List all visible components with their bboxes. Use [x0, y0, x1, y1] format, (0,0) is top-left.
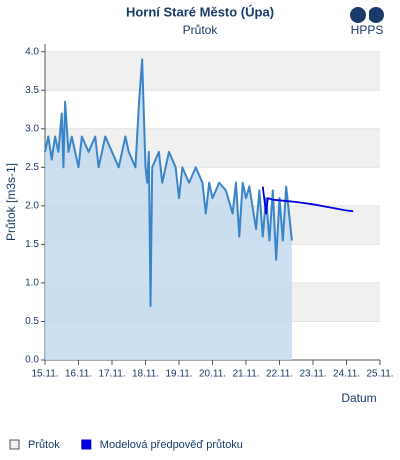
y-tick-label: 3.5 [25, 85, 39, 96]
x-tick-label: 17.11. [98, 369, 125, 380]
x-tick-label: 15.11. [31, 369, 58, 380]
x-tick-label: 18.11. [132, 369, 159, 380]
chart-subtitle: Průtok [183, 23, 219, 37]
logo-dot [350, 7, 366, 23]
y-tick-label: 1.5 [25, 239, 39, 250]
x-tick-label: 22.11. [266, 369, 293, 380]
x-tick-label: 23.11. [299, 369, 326, 380]
logo: HPPS [350, 6, 384, 37]
y-tick-label: 4.0 [25, 46, 39, 57]
y-tick-label: 2.5 [25, 162, 39, 173]
legend-label: Modelová předpověď průtoku [100, 439, 243, 451]
logo-text: HPPS [351, 23, 384, 37]
x-tick-label: 24.11. [333, 369, 360, 380]
line [44, 58, 293, 308]
x-tick-label: 21.11. [232, 369, 259, 380]
grid-band [45, 51, 380, 91]
y-tick-label: 3.0 [25, 123, 39, 134]
logo-dot [368, 7, 384, 23]
line [261, 186, 354, 215]
y-tick-label: 1.0 [25, 278, 39, 289]
x-tick-label: 19.11. [165, 369, 192, 380]
x-axis-label: Datum [341, 391, 376, 405]
legend-swatch [9, 439, 20, 450]
legend-label: Průtok [28, 439, 60, 451]
y-tick-label: 0.5 [25, 316, 39, 327]
y-tick-label: 0.0 [25, 355, 39, 366]
x-tick-label: 16.11. [65, 369, 92, 380]
y-tick-label: 2.0 [25, 200, 39, 211]
y-axis-label: Průtok [m3s-1] [4, 163, 18, 241]
x-tick-label: 20.11. [199, 369, 226, 380]
legend-swatch [81, 439, 92, 450]
logo-gap [366, 6, 369, 24]
area [45, 59, 292, 360]
x-tick-label: 25.11. [366, 369, 393, 380]
chart-title: Horní Staré Město (Úpa) [126, 4, 274, 19]
